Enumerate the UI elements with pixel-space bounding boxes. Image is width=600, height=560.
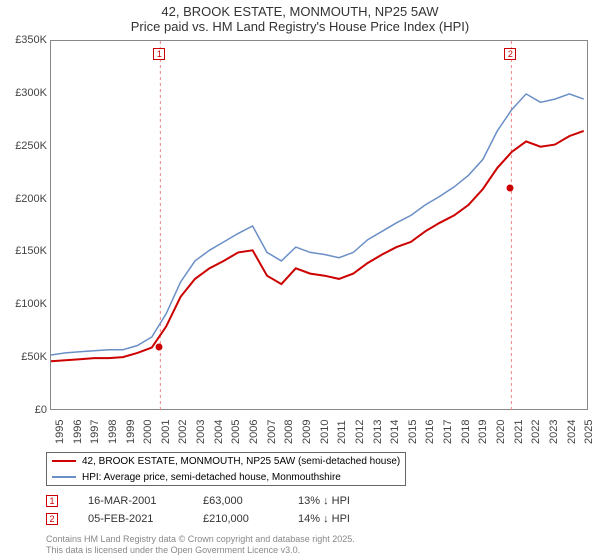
xtick-label: 2000 [142,420,154,444]
ytick-label: £200K [2,193,47,205]
sale-marker-2: 2 [46,513,58,525]
xtick-label: 2003 [195,420,207,444]
xtick-label: 1996 [72,420,84,444]
sale-row-2: 2 05-FEB-2021 £210,000 14% ↓ HPI [46,510,350,528]
legend-swatch-1 [52,460,76,462]
footer-line-2: This data is licensed under the Open Gov… [46,545,355,556]
xtick-label: 2008 [283,420,295,444]
sale-price-2: £210,000 [203,513,278,525]
xtick-label: 2014 [389,420,401,444]
sale-date-2: 05-FEB-2021 [88,513,183,525]
xtick-label: 2012 [354,420,366,444]
xtick-label: 2011 [336,420,348,444]
sale-price-1: £63,000 [203,495,278,507]
xtick-label: 2022 [530,420,542,444]
legend-row-1: 42, BROOK ESTATE, MONMOUTH, NP25 5AW (se… [47,453,405,469]
xtick-label: 2024 [566,420,578,444]
legend-swatch-2 [52,476,76,478]
xtick-label: 2006 [248,420,260,444]
xtick-label: 2017 [442,420,454,444]
legend: 42, BROOK ESTATE, MONMOUTH, NP25 5AW (se… [46,452,406,486]
xtick-label: 1998 [107,420,119,444]
chart-marker-2: 2 [504,48,516,60]
xtick-label: 2013 [372,420,384,444]
sale-point-dot [507,185,514,192]
chart-title-1: 42, BROOK ESTATE, MONMOUTH, NP25 5AW [0,0,600,19]
legend-label-2: HPI: Average price, semi-detached house,… [82,472,341,483]
ytick-label: £50K [2,351,47,363]
chart-plot-area [50,40,588,410]
legend-row-2: HPI: Average price, semi-detached house,… [47,469,405,485]
xtick-label: 1997 [89,420,101,444]
sales-list: 1 16-MAR-2001 £63,000 13% ↓ HPI 2 05-FEB… [46,492,350,528]
xtick-label: 2015 [407,420,419,444]
xtick-label: 1999 [125,420,137,444]
xtick-label: 2016 [424,420,436,444]
sale-date-1: 16-MAR-2001 [88,495,183,507]
sale-row-1: 1 16-MAR-2001 £63,000 13% ↓ HPI [46,492,350,510]
xtick-label: 2018 [460,420,472,444]
xtick-label: 2009 [301,420,313,444]
xtick-label: 2002 [177,420,189,444]
ytick-label: £100K [2,298,47,310]
xtick-label: 2020 [495,420,507,444]
chart-svg [51,41,589,411]
ytick-label: £250K [2,140,47,152]
sale-point-dot [156,343,163,350]
xtick-label: 1995 [54,420,66,444]
ytick-label: £350K [2,34,47,46]
sale-delta-1: 13% ↓ HPI [298,495,350,507]
xtick-label: 2019 [477,420,489,444]
xtick-label: 2004 [213,420,225,444]
footer: Contains HM Land Registry data © Crown c… [46,534,355,556]
sale-marker-1: 1 [46,495,58,507]
xtick-label: 2023 [548,420,560,444]
sale-delta-2: 14% ↓ HPI [298,513,350,525]
xtick-label: 2010 [319,420,331,444]
xtick-label: 2007 [266,420,278,444]
ytick-label: £300K [2,87,47,99]
footer-line-1: Contains HM Land Registry data © Crown c… [46,534,355,545]
xtick-label: 2001 [160,420,172,444]
ytick-label: £150K [2,245,47,257]
legend-label-1: 42, BROOK ESTATE, MONMOUTH, NP25 5AW (se… [82,456,400,467]
ytick-label: £0 [2,404,47,416]
xtick-label: 2021 [513,420,525,444]
xtick-label: 2005 [230,420,242,444]
chart-title-2: Price paid vs. HM Land Registry's House … [0,19,600,36]
chart-marker-1: 1 [153,48,165,60]
xtick-label: 2025 [583,420,595,444]
